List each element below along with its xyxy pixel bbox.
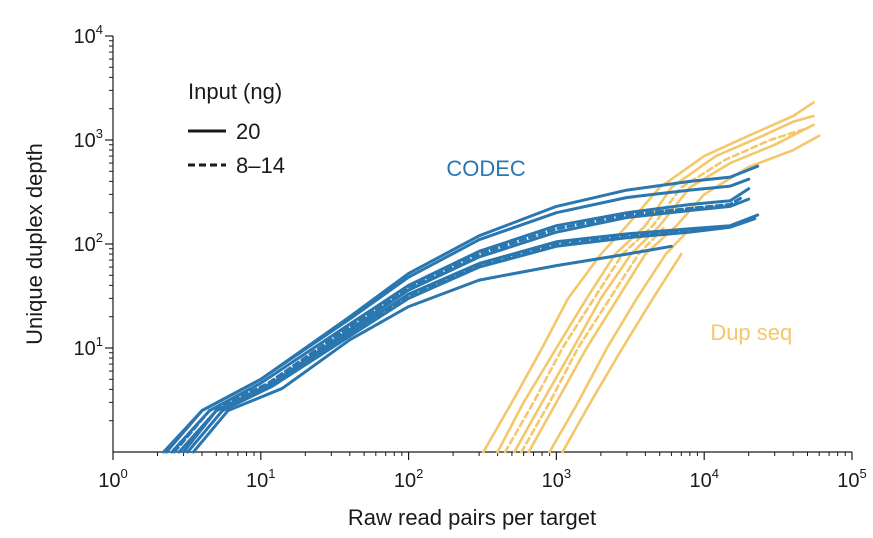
legend-title: Input (ng) [188, 79, 282, 104]
dupseq-group-label: Dup seq [710, 320, 792, 345]
x-tick-label: 104 [689, 466, 718, 492]
x-tick-label: 105 [837, 466, 866, 492]
y-axis: 101 102 103 104 [74, 22, 114, 452]
dupseq-series-line [513, 123, 815, 454]
dupseq-series-line [561, 252, 683, 454]
x-tick-label: 102 [394, 466, 423, 492]
codec-series-line [165, 177, 751, 454]
dupseq-series-line [548, 227, 692, 454]
codec-series-line [170, 187, 751, 454]
x-axis-title: Raw read pairs per target [348, 505, 596, 530]
group-labels: CODEC Dup seq [446, 156, 792, 345]
codec-series-line [162, 164, 760, 454]
codec-series-line [172, 196, 744, 454]
y-tick-label: 101 [74, 334, 103, 360]
legend: Input (ng) 20 8–14 [188, 79, 285, 178]
dupseq-series-line [503, 126, 809, 454]
x-tick-label: 101 [246, 466, 275, 492]
x-tick-label: 103 [542, 466, 571, 492]
y-axis-title: Unique duplex depth [22, 143, 47, 345]
x-axis: 100 101 102 103 104 105 [98, 451, 867, 492]
codec-group-label: CODEC [446, 156, 526, 181]
legend-label-solid: 20 [236, 119, 260, 144]
y-tick-label: 104 [74, 22, 103, 48]
codec-series-line [182, 219, 744, 454]
codec-series-line [182, 213, 760, 454]
codec-series-line [191, 244, 673, 454]
series-layer [162, 101, 821, 454]
y-tick-label: 103 [74, 126, 103, 152]
y-tick-label: 102 [74, 230, 103, 256]
dupseq-series-line [520, 224, 668, 454]
legend-label-dashed: 8–14 [236, 153, 285, 178]
dupseq-series-line [482, 101, 815, 454]
dupseq-series-line [527, 134, 821, 454]
x-tick-label: 100 [98, 466, 127, 492]
dupseq-series-line [496, 114, 815, 454]
